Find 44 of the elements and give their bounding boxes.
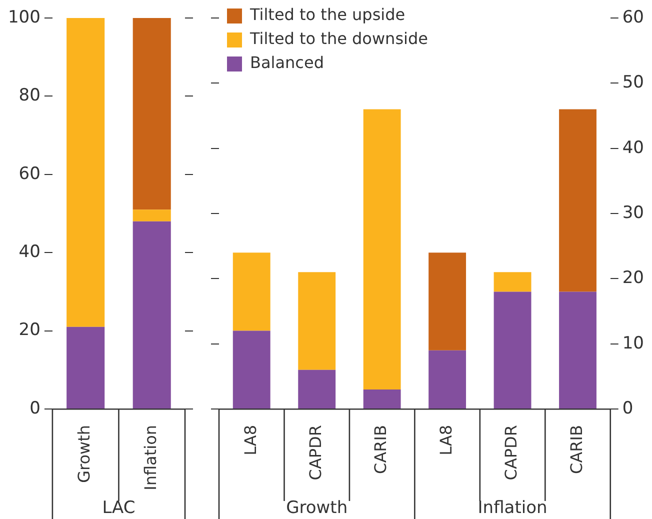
bar bbox=[494, 272, 532, 292]
bar bbox=[298, 370, 336, 408]
y2-tick-label: 50 bbox=[622, 72, 644, 93]
legend-label: Balanced bbox=[250, 53, 324, 72]
bar bbox=[132, 221, 171, 408]
legend-label: Tilted to the upside bbox=[249, 5, 406, 24]
y-tick-label: 80 bbox=[18, 86, 40, 106]
bar bbox=[66, 18, 105, 327]
x-tick-label: LA8 bbox=[240, 425, 260, 456]
bar bbox=[428, 350, 466, 408]
bar bbox=[363, 389, 401, 408]
x-tick-label: CARIB bbox=[371, 425, 390, 474]
x-tick-label: Inflation bbox=[141, 425, 160, 490]
y-tick-label: 100 bbox=[8, 7, 40, 28]
bar bbox=[132, 210, 171, 222]
y2-tick-label: 0 bbox=[622, 398, 634, 418]
bar bbox=[132, 18, 171, 210]
y2-tick-label: 40 bbox=[622, 138, 644, 158]
y2-tick-label: 30 bbox=[622, 202, 644, 223]
y2-tick-label: 60 bbox=[622, 7, 644, 28]
y2-tick-label: 10 bbox=[622, 333, 644, 354]
x-tick-label: CAPDR bbox=[306, 425, 325, 480]
bar bbox=[363, 109, 401, 390]
bar bbox=[494, 292, 532, 408]
bar bbox=[66, 326, 105, 408]
x-tick-label: LA8 bbox=[436, 425, 456, 456]
bar bbox=[559, 109, 596, 292]
bar bbox=[428, 252, 466, 350]
bar bbox=[559, 292, 596, 408]
text: LAC bbox=[102, 498, 136, 518]
text: Inflation bbox=[478, 498, 548, 518]
bar bbox=[232, 330, 270, 408]
x-tick-label: CARIB bbox=[566, 425, 586, 474]
bar bbox=[232, 252, 270, 331]
y-tick-label: 60 bbox=[18, 164, 40, 184]
y-tick-label: 0 bbox=[30, 398, 40, 418]
x-tick-label: Growth bbox=[74, 425, 94, 483]
bar bbox=[298, 272, 336, 370]
y-tick-label: 20 bbox=[18, 320, 40, 340]
text: Growth bbox=[286, 498, 348, 518]
legend-label: Tilted to the downside bbox=[249, 29, 428, 48]
y2-tick-label: 20 bbox=[622, 268, 644, 288]
y-tick-label: 40 bbox=[18, 242, 40, 262]
x-tick-label: CAPDR bbox=[502, 425, 521, 480]
